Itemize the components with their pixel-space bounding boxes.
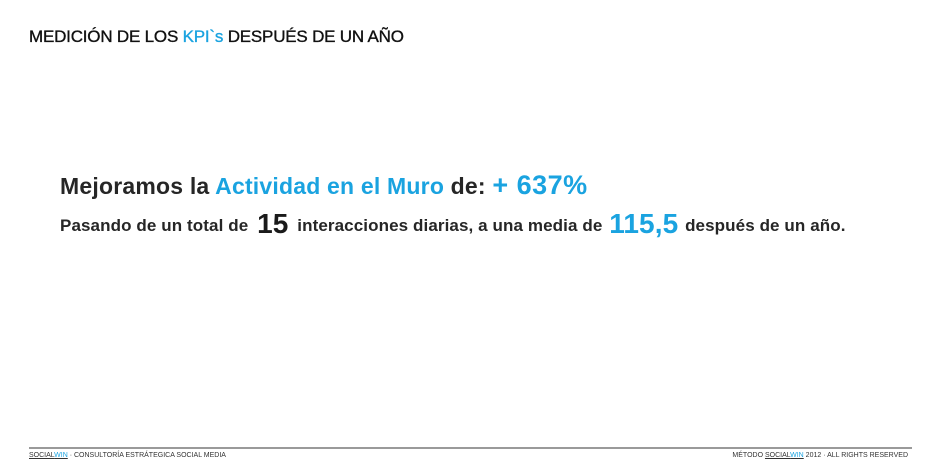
headline: Mejoramos la Actividad en el Muro de: + … — [60, 170, 588, 201]
detail-value-end: 115,5 — [609, 208, 679, 239]
footer-left-brand-social: SOCIAL — [29, 452, 55, 459]
slide-title: MEDICIÓN DE LOS KPI`s DESPUÉS DE UN AÑO — [29, 27, 404, 47]
detail-part1: Pasando de un total de — [60, 216, 254, 235]
title-prefix: MEDICIÓN DE LOS — [29, 27, 183, 46]
footer-right-brand: SOCIALWIN — [765, 452, 804, 459]
headline-percent: + 637% — [492, 170, 588, 200]
headline-part1: Mejoramos la — [60, 173, 216, 199]
footer-right-brand-win: WIN — [790, 452, 804, 459]
footer-right: MÉTODO SOCIALWIN 2012 · ALL RIGHTS RESER… — [732, 452, 908, 459]
footer-left-brand-win: WIN — [54, 452, 68, 459]
footer-right-text-b: 2012 · ALL RIGHTS RESERVED — [803, 452, 908, 459]
footer-right-text-a: MÉTODO — [732, 452, 765, 459]
footer-right-brand-social: SOCIAL — [764, 452, 791, 459]
footer-left-brand: SOCIALWIN — [29, 452, 68, 459]
detail-part3: después de un año. — [680, 216, 846, 235]
detail-line: Pasando de un total de 15 interacciones … — [60, 208, 846, 240]
detail-value-start: 15 — [257, 208, 289, 239]
title-highlight: KPI`s — [182, 27, 224, 46]
footer-left: SOCIALWIN · CONSULTORÍA ESTRÁTEGICA SOCI… — [29, 452, 226, 459]
title-suffix: DESPUÉS DE UN AÑO — [223, 27, 405, 46]
footer-divider — [29, 447, 912, 449]
headline-part2: de: — [444, 173, 493, 199]
footer-left-text: · CONSULTORÍA ESTRÁTEGICA SOCIAL MEDIA — [67, 452, 226, 459]
detail-part2: interacciones diarias, a una media de — [292, 216, 608, 235]
headline-highlight: Actividad en el Muro — [215, 173, 445, 199]
